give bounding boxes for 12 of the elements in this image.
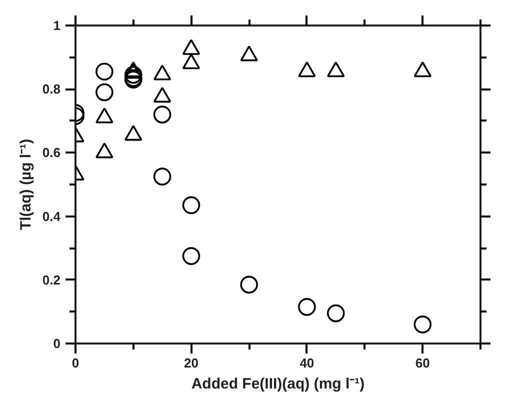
y-tick-label: 1 [53, 18, 61, 33]
y-tick-label: 0.2 [42, 272, 61, 288]
y-axis-title: Tl(aq) (µg l⁻¹) [17, 138, 34, 230]
x-tick-label: 60 [415, 356, 430, 370]
y-tick-label: 0.8 [42, 82, 61, 97]
x-tick-label: 40 [300, 356, 314, 370]
y-tick-label: 0 [53, 336, 61, 351]
x-tick-label: 20 [184, 356, 198, 370]
y-tick-label: 0.4 [42, 208, 62, 224]
x-tick-label: 0 [72, 356, 80, 370]
x-axis-title: Added Fe(III)(aq) (mg l⁻¹) [191, 376, 365, 392]
y-tick-label: 0.6 [42, 145, 61, 160]
